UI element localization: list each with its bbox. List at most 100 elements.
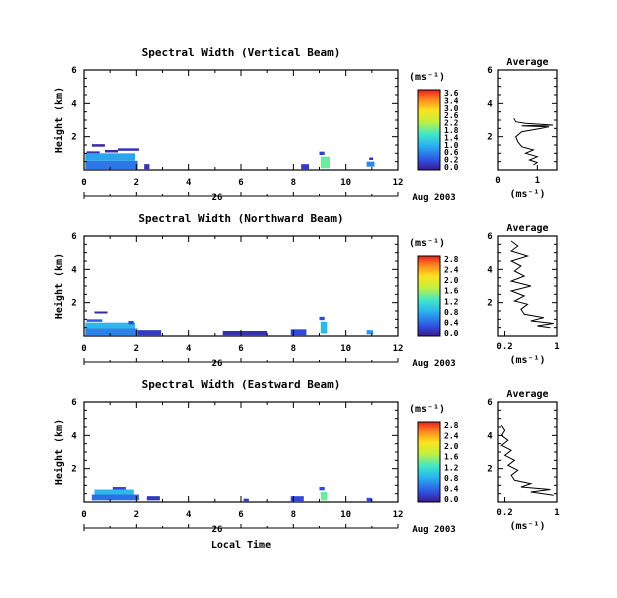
colorbar-tick-label: 2.2 xyxy=(444,119,459,128)
profile-y-tick-label: 4 xyxy=(487,265,493,275)
profile-frame xyxy=(497,401,558,503)
x-tick-label: 8 xyxy=(291,344,296,354)
colorbar-tick-label: 0.0 xyxy=(444,329,459,338)
x-tick-label: 6 xyxy=(238,510,243,520)
panel-title: Spectral Width (Northward Beam) xyxy=(138,212,343,225)
heat-cell xyxy=(144,164,150,170)
day-label: 26 xyxy=(212,525,223,535)
profile-x-axis-label: (ms⁻¹) xyxy=(509,521,545,532)
heat-cell xyxy=(86,151,100,154)
heat-cell xyxy=(85,160,138,170)
x-tick-label: 2 xyxy=(134,344,139,354)
heat-cell xyxy=(369,157,374,160)
profile-x-tick-label: 0.2 xyxy=(496,342,512,352)
x-tick-label: 8 xyxy=(291,510,296,520)
heat-cell xyxy=(128,321,134,325)
heat-cell xyxy=(94,311,108,314)
colorbar-tick-label: 1.2 xyxy=(444,297,459,306)
x-tick-label: 4 xyxy=(186,178,192,188)
colorbar-tick-label: 2.8 xyxy=(444,421,459,430)
colorbar-tick-label: 3.4 xyxy=(444,96,459,105)
profile-title: Average xyxy=(506,389,548,400)
x-tick-label: 12 xyxy=(393,510,404,520)
x-tick-label: 2 xyxy=(134,178,139,188)
x-tick-label: 0 xyxy=(81,344,86,354)
colorbar xyxy=(417,89,441,171)
profile-y-tick-label: 4 xyxy=(487,99,493,109)
x-tick-label: 6 xyxy=(238,178,243,188)
profile-x-tick-label: 1 xyxy=(554,508,559,518)
colorbar-tick-label: 2.0 xyxy=(444,442,459,451)
colorbar-tick-label: 3.6 xyxy=(444,89,459,98)
heat-cell xyxy=(85,322,136,329)
colorbar-tick-label: 0.0 xyxy=(444,163,459,172)
colorbar-tick-label: 0.4 xyxy=(444,484,459,493)
y-tick-label: 6 xyxy=(71,398,76,408)
date-label: Aug 2003 xyxy=(412,193,455,203)
colorbar-tick-label: 0.6 xyxy=(444,148,459,157)
colorbar-tick-label: 1.0 xyxy=(444,141,459,150)
colorbar-tick-label: 0.4 xyxy=(444,318,459,327)
profile-y-tick-label: 2 xyxy=(487,465,492,475)
x-tick-label: 0 xyxy=(81,178,86,188)
colorbar-tick-label: 3.0 xyxy=(444,104,459,113)
colorbar-tick-label: 1.6 xyxy=(444,453,459,462)
x-tick-label: 12 xyxy=(393,344,404,354)
plot-frame xyxy=(83,401,399,503)
profile-line xyxy=(509,240,554,329)
y-tick-label: 4 xyxy=(71,99,77,109)
heat-cell xyxy=(366,161,375,167)
units-label: (ms⁻¹) xyxy=(409,72,445,83)
profile-y-tick-label: 6 xyxy=(487,66,492,76)
colorbar-tick-label: 0.2 xyxy=(444,156,459,165)
heat-cell xyxy=(94,489,134,495)
x-tick-label: 6 xyxy=(238,344,243,354)
x-tick-label: 8 xyxy=(291,178,296,188)
profile-y-tick-label: 6 xyxy=(487,398,492,408)
profile-frame xyxy=(497,69,558,171)
heat-cell xyxy=(91,494,139,501)
x-tick-label: 10 xyxy=(340,510,351,520)
colorbar-tick-label: 2.8 xyxy=(444,255,459,264)
colorbar-tick-label: 0.0 xyxy=(444,495,459,504)
y-tick-label: 6 xyxy=(71,232,76,242)
x-tick-label: 10 xyxy=(340,178,351,188)
heat-cell xyxy=(104,150,119,153)
heat-cell xyxy=(243,498,249,502)
profile-x-tick-label: 0.2 xyxy=(496,508,512,518)
profile-title: Average xyxy=(506,223,548,234)
heat-cell xyxy=(319,316,325,321)
profile-line xyxy=(500,425,554,496)
colorbar-tick-label: 0.8 xyxy=(444,308,459,317)
heat-cell xyxy=(85,328,138,336)
y-axis-label: Height (km) xyxy=(53,253,65,319)
x-tick-label: 4 xyxy=(186,344,192,354)
colorbar-tick-label: 1.6 xyxy=(444,287,459,296)
colorbar xyxy=(417,255,441,337)
colorbar-tick-label: 1.8 xyxy=(444,126,459,135)
profile-y-tick-label: 2 xyxy=(487,133,492,143)
day-label: 26 xyxy=(212,359,223,369)
colorbar xyxy=(417,421,441,503)
day-label: 26 xyxy=(212,193,223,203)
heat-cell xyxy=(320,492,328,501)
x-tick-label: 10 xyxy=(340,344,351,354)
y-axis-label: Height (km) xyxy=(53,419,65,485)
heat-cell xyxy=(112,487,126,490)
colorbar-tick-label: 2.0 xyxy=(444,276,459,285)
heat-cell xyxy=(366,497,372,502)
panel-title: Spectral Width (Eastward Beam) xyxy=(142,378,341,391)
heat-cell xyxy=(366,330,374,335)
date-label: Aug 2003 xyxy=(412,359,455,369)
heat-cell xyxy=(118,148,139,151)
profile-x-tick-label: 0 xyxy=(495,176,500,186)
profile-frame xyxy=(497,235,558,337)
units-label: (ms⁻¹) xyxy=(409,238,445,249)
profile-line xyxy=(513,118,554,166)
heat-cell xyxy=(319,487,325,491)
profile-y-tick-label: 4 xyxy=(487,431,493,441)
heat-cell xyxy=(222,331,268,336)
y-axis-label: Height (km) xyxy=(53,87,65,153)
heat-cell xyxy=(137,330,162,336)
